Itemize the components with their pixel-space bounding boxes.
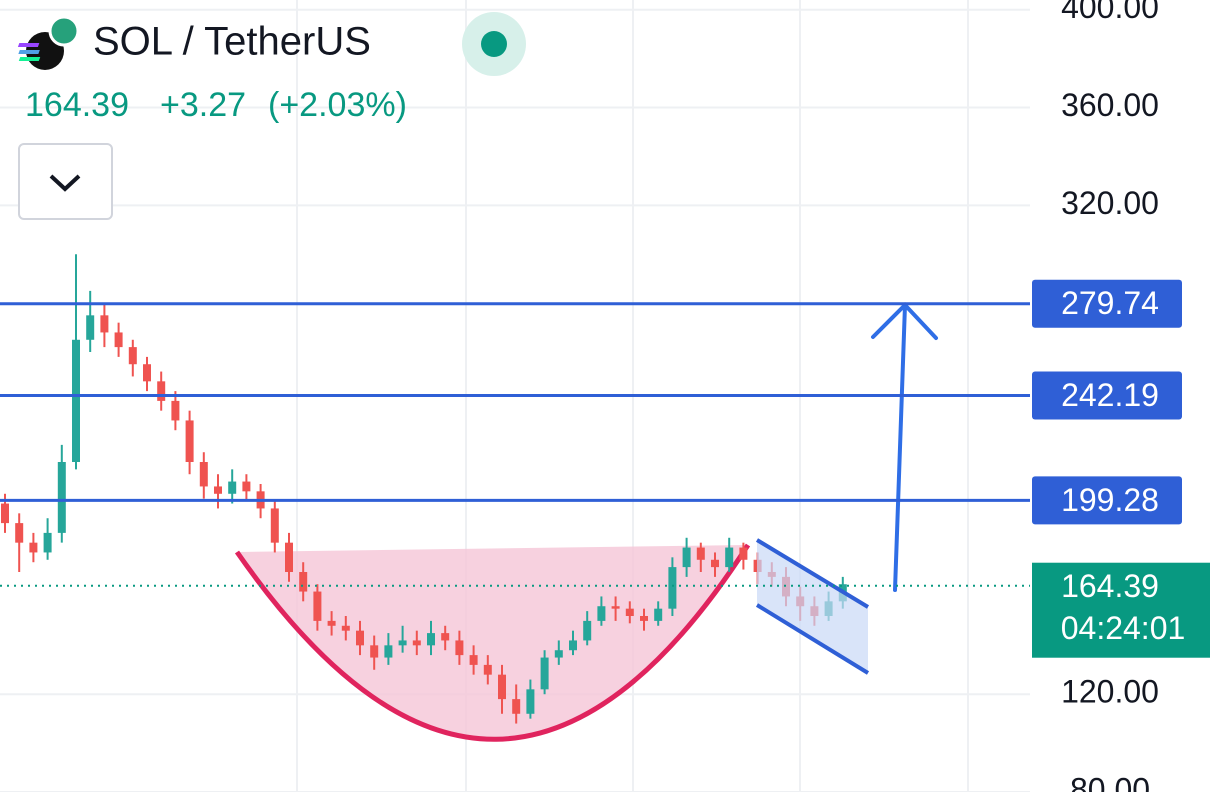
candle-body	[739, 547, 748, 560]
candle-body	[313, 591, 322, 621]
candle-body	[356, 630, 364, 646]
candle-body	[711, 559, 719, 568]
candle-body	[341, 625, 350, 631]
candle-body	[327, 620, 336, 626]
candle-body	[1, 503, 9, 524]
candle-body	[668, 567, 677, 609]
candle-body	[242, 481, 251, 492]
price-label: 199.28	[1061, 482, 1159, 518]
candle-body	[384, 645, 393, 658]
y-tick-label: 400.00	[1061, 0, 1159, 25]
candle-body	[696, 547, 705, 560]
candle-body	[157, 381, 166, 401]
candle-body	[455, 640, 464, 656]
price-label-box	[1032, 476, 1182, 525]
live-dot	[481, 31, 507, 57]
channel-area	[757, 540, 868, 673]
sol-logo-bar	[17, 43, 40, 47]
candle-body	[625, 608, 634, 616]
channel-bottom	[755, 603, 870, 675]
candle-body	[682, 547, 691, 568]
candle-body	[128, 347, 137, 365]
candle-body	[72, 339, 80, 462]
candle-body	[114, 332, 123, 348]
candle-body	[441, 633, 450, 641]
last-price-box	[1032, 562, 1210, 658]
price-label: 242.19	[1061, 377, 1159, 413]
change: +3.27	[160, 86, 246, 124]
candle-body	[214, 486, 222, 494]
sol-logo-bar	[18, 57, 41, 61]
candle-body	[398, 640, 407, 646]
candle-body	[100, 315, 109, 333]
target-arrow	[871, 302, 938, 592]
candle-body	[540, 657, 549, 690]
candle-body	[583, 620, 592, 641]
chevron-icon	[49, 174, 81, 192]
candle-body	[86, 315, 95, 340]
candle-body	[285, 542, 293, 572]
countdown: 04:24:01	[1061, 610, 1186, 646]
candle-body	[171, 400, 180, 421]
symbol: SOL / TetherUS	[93, 20, 371, 64]
candle-body	[512, 699, 521, 714]
candle-body	[611, 606, 620, 609]
candle-body	[569, 640, 577, 651]
candle-body	[57, 462, 66, 533]
candle-body	[15, 523, 24, 543]
candle-body	[427, 633, 435, 646]
y-tick-label: 80.00	[1070, 771, 1150, 792]
last-price-label: 164.39	[1061, 568, 1159, 604]
candle-body	[483, 664, 492, 675]
y-tick-label: 360.00	[1061, 87, 1159, 123]
candle-body	[143, 364, 151, 382]
candle-body	[299, 572, 308, 592]
candle-body	[654, 608, 663, 621]
candle-body	[228, 481, 237, 494]
sol-logo-bar	[18, 50, 40, 54]
candle-body	[412, 640, 421, 646]
cup-curve	[234, 543, 751, 742]
candle-body	[554, 650, 563, 658]
y-tick-label: 320.00	[1061, 185, 1159, 221]
collapse-button[interactable]	[18, 143, 113, 220]
candle-body	[640, 616, 648, 621]
candle-body	[29, 542, 38, 553]
price-label: 279.74	[1061, 285, 1159, 321]
tether-logo	[48, 15, 80, 47]
candle-body	[725, 547, 734, 568]
candle-body	[526, 689, 535, 714]
price-label-box	[1032, 371, 1182, 420]
y-tick-label: 120.00	[1061, 674, 1159, 710]
price-lines: 279.74 242.19 199.28 164.39 04:24:01	[0, 279, 1210, 658]
candle-body	[199, 462, 208, 487]
price-label-box	[1032, 279, 1182, 328]
candle-body	[270, 508, 279, 543]
channel-top	[755, 538, 870, 609]
grid: 80.00 120.00 320.00 360.00 400.00	[0, 0, 1159, 792]
candle-body	[370, 645, 379, 658]
change-percent: (+2.03%)	[268, 86, 407, 124]
candle-body	[43, 532, 52, 553]
header: SOL / TetherUS 164.39 +3.27 (+2.03%)	[17, 12, 526, 220]
candle-body	[498, 674, 506, 700]
candle-body	[469, 655, 478, 665]
candle-body	[185, 420, 194, 462]
price: 164.39	[25, 86, 129, 124]
candle-body	[597, 606, 606, 621]
